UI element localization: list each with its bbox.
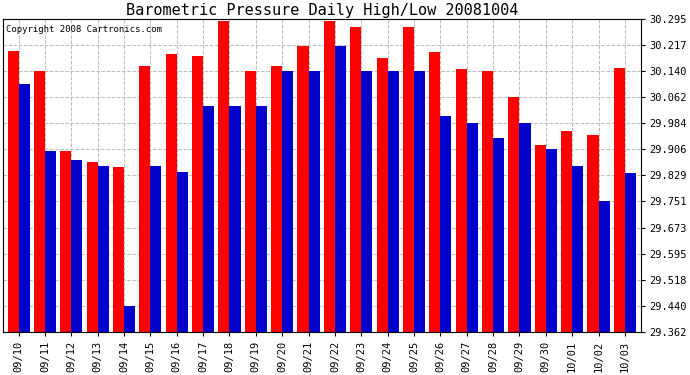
Bar: [282, 71, 293, 332]
Bar: [509, 97, 520, 332]
Bar: [271, 66, 282, 332]
Bar: [297, 46, 308, 332]
Bar: [572, 165, 583, 332]
Bar: [60, 152, 71, 332]
Bar: [362, 71, 373, 332]
Bar: [535, 145, 546, 332]
Bar: [587, 135, 598, 332]
Bar: [45, 152, 56, 332]
Bar: [230, 106, 241, 332]
Bar: [8, 51, 19, 332]
Bar: [520, 123, 531, 332]
Bar: [203, 106, 214, 332]
Bar: [256, 106, 267, 332]
Bar: [546, 150, 557, 332]
Bar: [493, 138, 504, 332]
Bar: [71, 160, 82, 332]
Bar: [625, 173, 636, 332]
Bar: [150, 165, 161, 332]
Bar: [34, 71, 45, 332]
Bar: [192, 56, 203, 332]
Bar: [429, 53, 440, 332]
Bar: [561, 131, 572, 332]
Bar: [124, 306, 135, 332]
Bar: [219, 21, 230, 332]
Bar: [466, 123, 477, 332]
Bar: [598, 201, 609, 332]
Bar: [351, 27, 362, 332]
Bar: [139, 66, 150, 332]
Bar: [377, 57, 388, 332]
Bar: [308, 71, 319, 332]
Bar: [335, 46, 346, 332]
Bar: [440, 116, 451, 332]
Bar: [614, 68, 625, 332]
Bar: [177, 172, 188, 332]
Bar: [403, 27, 414, 332]
Bar: [482, 71, 493, 332]
Bar: [98, 165, 109, 332]
Bar: [388, 71, 399, 332]
Bar: [87, 162, 98, 332]
Bar: [245, 71, 256, 332]
Bar: [455, 69, 466, 332]
Text: Copyright 2008 Cartronics.com: Copyright 2008 Cartronics.com: [6, 25, 162, 34]
Bar: [324, 21, 335, 332]
Bar: [166, 54, 177, 332]
Bar: [113, 166, 124, 332]
Bar: [414, 71, 425, 332]
Title: Barometric Pressure Daily High/Low 20081004: Barometric Pressure Daily High/Low 20081…: [126, 3, 518, 18]
Bar: [19, 84, 30, 332]
